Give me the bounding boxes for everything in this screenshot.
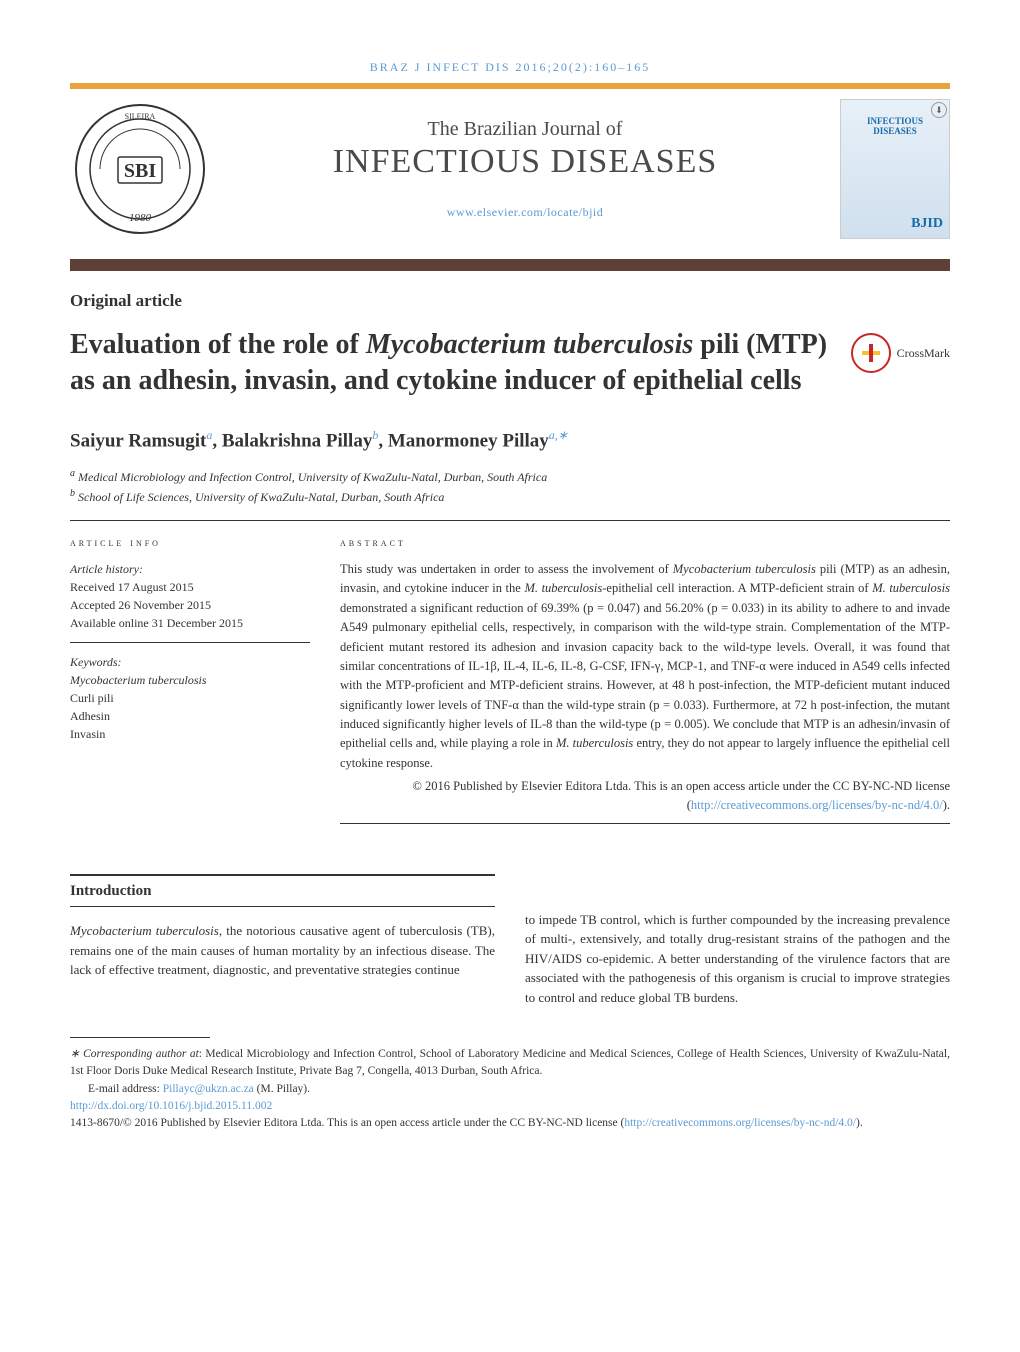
section-divider	[70, 520, 950, 521]
author-3-sup: a,∗	[549, 428, 568, 442]
copyright-block: © 2016 Published by Elsevier Editora Ltd…	[340, 777, 950, 815]
abs-i3: M. tuberculosis	[872, 581, 950, 595]
author-2: Balakrishna Pillay	[222, 430, 372, 451]
brown-divider-bar	[70, 259, 950, 271]
issn-text: 1413-8670/© 2016 Published by Elsevier E…	[70, 1117, 624, 1129]
received-date: Received 17 August 2015	[70, 578, 310, 596]
intro-col-right: to impede TB control, which is further c…	[525, 874, 950, 1008]
author-sep: ,	[378, 430, 388, 451]
svg-text:1980: 1980	[129, 212, 152, 224]
footer-license-link[interactable]: http://creativecommons.org/licenses/by-n…	[624, 1117, 856, 1129]
sbi-seal-icon: SBI 1980 SILEIRA	[70, 99, 210, 239]
page-container: BRAZ J INFECT DIS 2016;20(2):160–165 SBI…	[0, 0, 1020, 1172]
intro-para-1: Mycobacterium tuberculosis, the notoriou…	[70, 921, 495, 980]
doi-link[interactable]: http://dx.doi.org/10.1016/j.bjid.2015.11…	[70, 1100, 272, 1112]
abstract-heading: ABSTRACT	[340, 535, 950, 550]
title-row: Evaluation of the role of Mycobacterium …	[70, 327, 950, 400]
citation-header: BRAZ J INFECT DIS 2016;20(2):160–165	[70, 60, 950, 75]
affiliation-a-text: Medical Microbiology and Infection Contr…	[78, 470, 547, 484]
crossmark-icon	[851, 333, 891, 373]
article-info-heading: ARTICLE INFO	[70, 535, 310, 550]
footnote-divider	[70, 1037, 210, 1038]
issn-line: 1413-8670/© 2016 Published by Elsevier E…	[70, 1115, 950, 1132]
society-logo: SBI 1980 SILEIRA	[70, 99, 210, 239]
keyword-2: Curli pili	[70, 689, 310, 707]
cover-title: INFECTIOUS DISEASES	[847, 116, 943, 136]
abs-t3: -epithelial cell interaction. A MTP-defi…	[602, 581, 872, 595]
author-1: Saiyur Ramsugit	[70, 430, 206, 451]
abs-i4: M. tuberculosis	[556, 736, 633, 750]
svg-text:SILEIRA: SILEIRA	[125, 112, 156, 121]
authors: Saiyur Ramsugita, Balakrishna Pillayb, M…	[70, 428, 950, 452]
introduction-heading: Introduction	[70, 874, 495, 908]
affiliation-b-text: School of Life Sciences, University of K…	[78, 490, 444, 504]
email-author: (M. Pillay).	[254, 1083, 310, 1095]
intro-para-2: to impede TB control, which is further c…	[525, 910, 950, 1008]
license-link[interactable]: http://creativecommons.org/licenses/by-n…	[691, 798, 943, 812]
keyword-1: Mycobacterium tuberculosis	[70, 671, 310, 689]
corresponding-author: ∗ Corresponding author at: Medical Micro…	[70, 1046, 950, 1081]
abstract-end-rule	[340, 823, 950, 824]
author-sep: ,	[212, 430, 222, 451]
online-date: Available online 31 December 2015	[70, 614, 310, 632]
email-line: E-mail address: Pillayc@ukzn.ac.za (M. P…	[70, 1081, 950, 1098]
introduction-section: Introduction Mycobacterium tuberculosis,…	[70, 874, 950, 1008]
article-history-block: Article history: Received 17 August 2015…	[70, 560, 310, 643]
issn-close: ).	[856, 1117, 863, 1129]
journal-subtitle: The Brazilian Journal of	[230, 118, 820, 141]
copyright-close: ).	[943, 798, 950, 812]
email-label: E-mail address:	[88, 1083, 163, 1095]
doi-line: http://dx.doi.org/10.1016/j.bjid.2015.11…	[70, 1098, 950, 1115]
info-abstract-row: ARTICLE INFO Article history: Received 1…	[70, 535, 950, 824]
corr-text: : Medical Microbiology and Infection Con…	[70, 1048, 950, 1077]
keyword-4: Invasin	[70, 725, 310, 743]
journal-title-block: The Brazilian Journal of INFECTIOUS DISE…	[230, 118, 820, 220]
article-type: Original article	[70, 291, 950, 311]
intro-col-left: Introduction Mycobacterium tuberculosis,…	[70, 874, 495, 1008]
journal-header: SBI 1980 SILEIRA The Brazilian Journal o…	[70, 89, 950, 259]
affiliation-b: b School of Life Sciences, University of…	[70, 486, 950, 506]
affiliations: a Medical Microbiology and Infection Con…	[70, 466, 950, 506]
accepted-date: Accepted 26 November 2015	[70, 596, 310, 614]
crossmark-label: CrossMark	[897, 346, 950, 361]
article-title: Evaluation of the role of Mycobacterium …	[70, 327, 831, 400]
journal-cover-thumbnail: ⬇ INFECTIOUS DISEASES BJID	[840, 99, 950, 239]
affiliation-a: a Medical Microbiology and Infection Con…	[70, 466, 950, 486]
keywords-label: Keywords:	[70, 653, 310, 671]
email-link[interactable]: Pillayc@ukzn.ac.za	[163, 1083, 254, 1095]
journal-url[interactable]: www.elsevier.com/locate/bjid	[230, 205, 820, 220]
abs-i1: Mycobacterium tuberculosis	[673, 562, 816, 576]
footer-block: ∗ Corresponding author at: Medical Micro…	[70, 1046, 950, 1132]
title-prefix: Evaluation of the role of	[70, 329, 366, 360]
journal-url-link[interactable]: www.elsevier.com/locate/bjid	[447, 205, 604, 219]
abs-i2: M. tuberculosis	[524, 581, 602, 595]
abstract-column: ABSTRACT This study was undertaken in or…	[340, 535, 950, 824]
abstract-text: This study was undertaken in order to as…	[340, 560, 950, 773]
author-3: Manormoney Pillay	[388, 430, 549, 451]
corr-label: ∗ Corresponding author at	[70, 1048, 199, 1060]
intro-species: Mycobacterium tuberculosis	[70, 923, 219, 938]
abs-t4: demonstrated a significant reduction of …	[340, 601, 950, 751]
title-species: Mycobacterium tuberculosis	[366, 329, 693, 360]
cover-bjid-logo: BJID	[911, 216, 943, 232]
keywords-block: Keywords: Mycobacterium tuberculosis Cur…	[70, 653, 310, 743]
article-info-column: ARTICLE INFO Article history: Received 1…	[70, 535, 310, 824]
journal-main-title: INFECTIOUS DISEASES	[230, 143, 820, 181]
keyword-3: Adhesin	[70, 707, 310, 725]
abs-t1: This study was undertaken in order to as…	[340, 562, 673, 576]
svg-text:SBI: SBI	[124, 160, 156, 182]
history-label: Article history:	[70, 560, 310, 578]
crossmark-widget[interactable]: CrossMark	[851, 333, 950, 373]
